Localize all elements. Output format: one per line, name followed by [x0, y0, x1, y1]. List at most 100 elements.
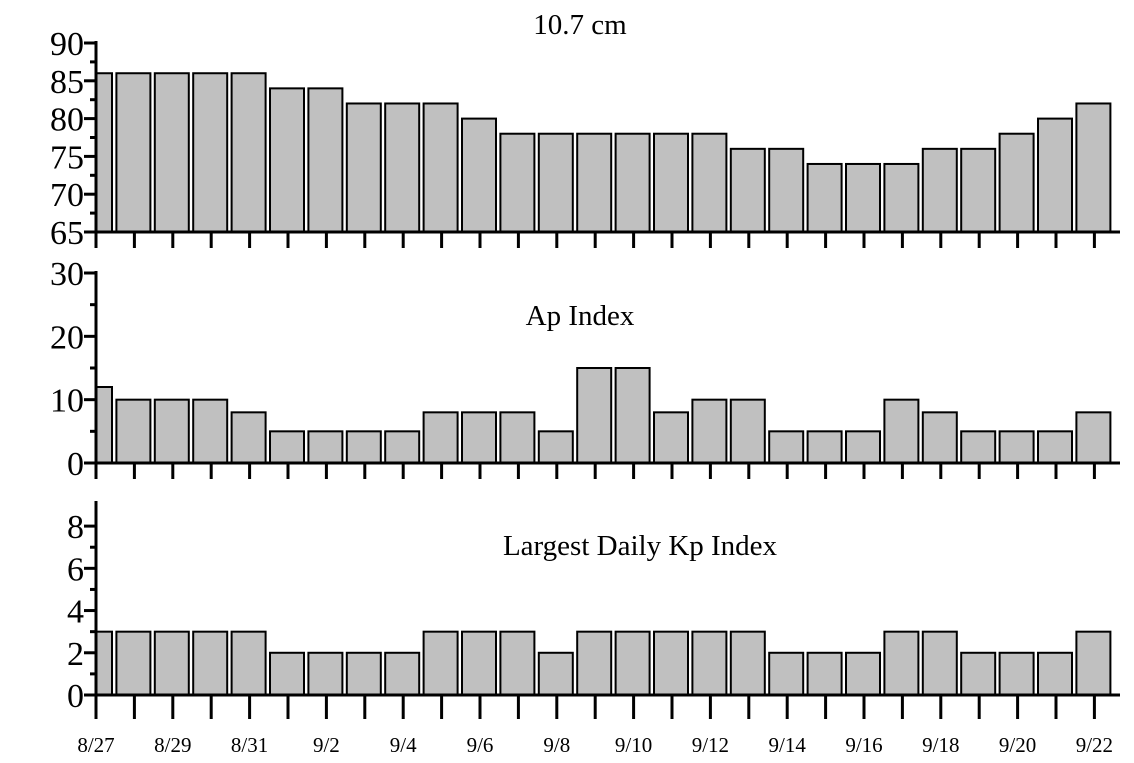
x-tick-label-8-29: 8/29 [154, 733, 191, 757]
bar-10-7-cm-9/22 [1075, 102, 1112, 234]
y-tick-label-10-7-cm-85: 85 [50, 64, 84, 101]
y-tick-label-10-7-cm-65: 65 [50, 215, 84, 252]
y-tick-label-kp-index-4: 4 [67, 594, 84, 631]
bar-kp-index-9/8 [537, 651, 574, 696]
bar-kp-index-9/21 [1037, 651, 1073, 696]
bar-10-7-cm-9/3 [345, 102, 382, 234]
bar-ap-index-9/18 [921, 411, 958, 465]
x-tick-label-8-31: 8/31 [231, 733, 268, 757]
bar-kp-index-9/2 [307, 651, 344, 696]
bar-10-7-cm-9/10 [614, 132, 651, 233]
bar-10-7-cm-9/18 [921, 147, 958, 233]
bar-10-7-cm-9/8 [537, 132, 574, 233]
bar-ap-index-8/27 [95, 386, 113, 464]
panel-ap-index: Ap Index 0 10 20 30 [50, 256, 1120, 483]
x-tick-label-9-16: 9/16 [845, 733, 882, 757]
bar-kp-index-9/1 [269, 651, 305, 696]
bar-ap-index-9/5 [422, 411, 459, 465]
bar-ap-index-9/12 [691, 398, 728, 464]
bar-kp-index-9/6 [461, 630, 497, 697]
bar-10-7-cm-9/17 [883, 162, 920, 234]
bar-kp-index-8/27 [95, 630, 113, 697]
bar-kp-index-9/13 [729, 630, 766, 697]
bar-ap-index-8/31 [230, 411, 267, 465]
x-tick-label-9-12: 9/12 [692, 733, 729, 757]
bar-kp-index-9/3 [345, 651, 382, 696]
y-tick-label-kp-index-6: 6 [67, 551, 84, 588]
bar-kp-index-9/17 [883, 630, 920, 697]
bar-10-7-cm-9/1 [269, 87, 305, 233]
y-tick-label-ap-index-0: 0 [67, 446, 84, 483]
bar-ap-index-9/17 [883, 398, 920, 464]
bar-10-7-cm-9/21 [1037, 117, 1073, 233]
bar-kp-index-9/10 [614, 630, 651, 697]
bar-10-7-cm-9/20 [998, 132, 1035, 233]
bar-ap-index-9/10 [614, 367, 651, 464]
y-tick-label-10-7-cm-70: 70 [50, 177, 84, 214]
x-axis-tick-labels: 8/27 8/29 8/31 9/2 9/4 9/6 9/8 9/10 9/12 9/14 9/16… [77, 733, 1113, 757]
bar-ap-index-9/14 [768, 430, 805, 465]
bar-ap-index-9/13 [729, 398, 766, 464]
bar-kp-index-9/16 [845, 651, 881, 696]
bar-ap-index-9/7 [499, 411, 536, 465]
bar-10-7-cm-9/12 [691, 132, 728, 233]
bar-kp-index-9/11 [653, 630, 689, 697]
bar-10-7-cm-9/11 [653, 132, 689, 233]
y-tick-label-kp-index-2: 2 [67, 636, 84, 673]
bar-kp-index-8/29 [153, 630, 190, 697]
bar-10-7-cm-9/7 [499, 132, 536, 233]
y-tick-label-ap-index-30: 30 [50, 256, 84, 293]
bar-10-7-cm-8/30 [192, 72, 229, 233]
bar-10-7-cm-9/13 [729, 147, 766, 233]
bar-kp-index-8/31 [230, 630, 267, 697]
bar-ap-index-9/19 [960, 430, 997, 465]
bar-kp-index-9/20 [998, 651, 1035, 696]
bar-10-7-cm-9/5 [422, 102, 459, 234]
bar-ap-index-8/30 [192, 398, 229, 464]
bar-10-7-cm-9/16 [845, 162, 881, 234]
bar-ap-index-9/22 [1075, 411, 1112, 465]
bar-ap-index-9/16 [845, 430, 881, 465]
bar-ap-index-9/21 [1037, 430, 1073, 465]
bar-10-7-cm-8/28 [115, 72, 152, 233]
x-tick-label-9-8: 9/8 [543, 733, 570, 757]
bar-ap-index-8/29 [153, 398, 190, 464]
y-tick-label-kp-index-8: 8 [67, 509, 84, 546]
bar-kp-index-9/5 [422, 630, 459, 697]
x-tick-label-8-27: 8/27 [77, 733, 114, 757]
panel-kp-index: Largest Daily Kp Index 0 2 4 6 8 [67, 501, 1120, 719]
bar-kp-index-9/4 [384, 651, 421, 696]
y-tick-label-10-7-cm-80: 80 [50, 102, 84, 139]
bar-ap-index-9/9 [576, 367, 613, 464]
x-tick-label-9-10: 9/10 [615, 733, 652, 757]
bar-kp-index-9/15 [806, 651, 843, 696]
bar-ap-index-9/11 [653, 411, 689, 465]
bar-ap-index-9/3 [345, 430, 382, 465]
panel-title-kp-index: Largest Daily Kp Index [503, 530, 778, 562]
bar-10-7-cm-9/9 [576, 132, 613, 233]
bar-10-7-cm-8/31 [230, 72, 267, 233]
bar-kp-index-8/28 [115, 630, 152, 697]
x-tick-label-9-18: 9/18 [922, 733, 959, 757]
bar-kp-index-9/19 [960, 651, 997, 696]
y-tick-label-ap-index-10: 10 [50, 383, 84, 420]
bar-kp-index-9/18 [921, 630, 958, 697]
bar-ap-index-8/28 [115, 398, 152, 464]
bar-10-7-cm-9/2 [307, 87, 344, 233]
bar-ap-index-9/4 [384, 430, 421, 465]
bar-ap-index-9/20 [998, 430, 1035, 465]
bar-kp-index-9/9 [576, 630, 613, 697]
x-tick-label-9-4: 9/4 [390, 733, 417, 757]
bar-ap-index-9/15 [806, 430, 843, 465]
y-tick-label-10-7-cm-90: 90 [50, 26, 84, 63]
panel-title-ap-index: Ap Index [526, 300, 635, 332]
bar-ap-index-9/1 [269, 430, 305, 465]
bar-10-7-cm-9/15 [806, 162, 843, 234]
bar-10-7-cm-9/4 [384, 102, 421, 234]
bar-kp-index-9/22 [1075, 630, 1112, 697]
panel-title-10-7-cm: 10.7 cm [533, 9, 627, 41]
y-tick-label-ap-index-20: 20 [50, 319, 84, 356]
